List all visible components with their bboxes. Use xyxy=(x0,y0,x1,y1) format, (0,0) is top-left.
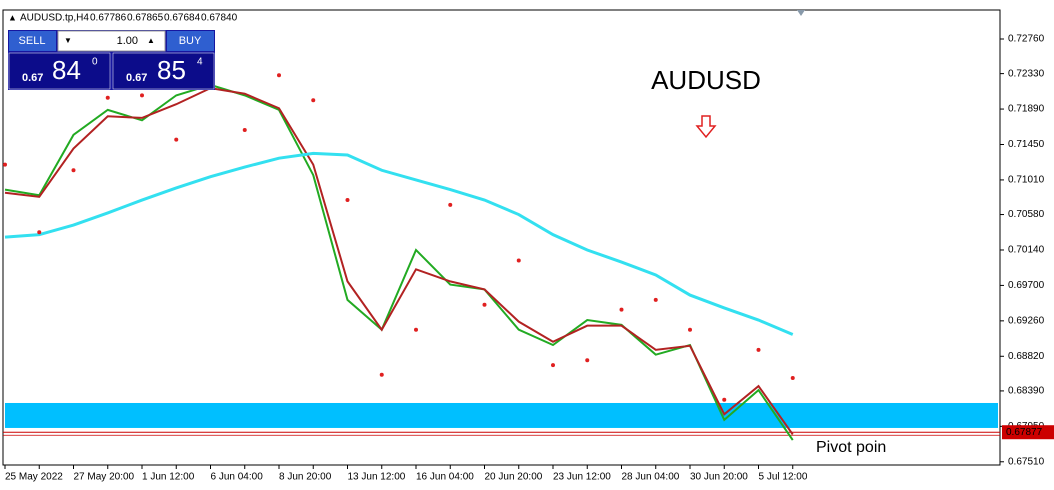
down-arrow xyxy=(695,115,717,139)
sar-dot xyxy=(242,127,247,132)
scroll-marker xyxy=(797,10,805,16)
sar-dot xyxy=(105,95,110,100)
trade-panel: SELL ▼ ▲ 1.00 BUY 0.67 84 0 0.67 85 4 xyxy=(8,30,215,90)
sar-dot xyxy=(790,376,795,381)
lot-down[interactable]: ▼ xyxy=(64,36,72,45)
x-tick-label: 27 May 20:00 xyxy=(74,472,135,483)
sar-dot xyxy=(448,202,453,207)
chart-title: AUDUSD xyxy=(651,65,761,95)
y-tick-label: 0.71450 xyxy=(1008,139,1045,150)
sar-dot xyxy=(71,168,76,173)
lot-value: 1.00 xyxy=(117,35,138,47)
y-tick-label: 0.70580 xyxy=(1008,209,1045,220)
symbol: AUDUSD.tp,H4 xyxy=(20,13,89,24)
sar-dot xyxy=(722,397,727,402)
price-label: 0.67877 xyxy=(1006,427,1043,438)
series-line xyxy=(4,87,794,435)
y-tick-label: 0.71010 xyxy=(1008,175,1045,186)
bid-prefix: 0.67 xyxy=(22,72,43,84)
x-tick-label: 30 Jun 20:00 xyxy=(690,472,748,483)
y-tick-label: 0.67510 xyxy=(1008,456,1045,467)
sar-dot xyxy=(414,327,418,332)
sar-dot xyxy=(345,198,350,203)
sell-label: SELL xyxy=(19,35,46,47)
x-tick-label: 5 Jul 12:00 xyxy=(759,472,808,483)
series-line xyxy=(4,151,794,336)
sar-dot xyxy=(174,137,179,142)
sar-dot xyxy=(482,302,487,307)
x-tick-label: 28 Jun 04:00 xyxy=(622,472,680,483)
x-tick-label: 13 Jun 12:00 xyxy=(348,472,406,483)
open: 0.67786 xyxy=(90,13,127,24)
x-tick-label: 8 Jun 20:00 xyxy=(279,472,332,483)
lot-up[interactable]: ▲ xyxy=(147,36,155,45)
sar-dot xyxy=(140,93,144,98)
x-tick-label: 16 Jun 04:00 xyxy=(416,472,474,483)
sar-dot xyxy=(277,73,281,78)
ask-big: 85 xyxy=(157,55,186,85)
sar-dot xyxy=(653,297,658,302)
sell-button[interactable] xyxy=(9,31,56,51)
y-tick-label: 0.69700 xyxy=(1008,280,1045,291)
buy-label: BUY xyxy=(179,35,202,47)
sar-dot xyxy=(37,230,42,235)
y-tick-label: 0.69260 xyxy=(1008,315,1045,326)
ask-sup: 4 xyxy=(197,57,203,68)
y-tick-label: 0.68820 xyxy=(1008,351,1045,362)
ask-prefix: 0.67 xyxy=(126,72,147,84)
sar-dot xyxy=(688,327,692,332)
y-tick-label: 0.72330 xyxy=(1008,68,1045,79)
bid-big: 84 xyxy=(52,55,81,85)
sar-dot xyxy=(585,358,590,363)
lot-field[interactable] xyxy=(57,30,166,52)
x-tick-label: 20 Jun 20:00 xyxy=(485,472,543,483)
collapse-icon[interactable]: ▲ xyxy=(8,12,17,22)
sar-dot xyxy=(311,98,316,103)
sar-dot xyxy=(379,372,384,377)
sar-dot xyxy=(3,162,7,167)
sar-dot xyxy=(619,307,624,312)
x-tick-label: 6 Jun 04:00 xyxy=(211,472,264,483)
sar-dot xyxy=(516,258,521,263)
price-label-bg xyxy=(1002,425,1054,440)
sar-dot xyxy=(756,347,761,352)
high: 0.67865 xyxy=(127,13,164,24)
zone xyxy=(5,402,998,428)
y-tick-label: 0.72760 xyxy=(1008,34,1045,45)
annotation: Pivot poin xyxy=(816,439,886,456)
x-tick-label: 1 Jun 12:00 xyxy=(142,472,195,483)
low: 0.67684 xyxy=(164,13,201,24)
sar-dot xyxy=(551,363,555,368)
y-tick-label: 0.71890 xyxy=(1008,104,1045,115)
bid-box[interactable] xyxy=(8,52,111,90)
x-tick-label: 25 May 2022 xyxy=(5,472,63,483)
ask-box[interactable] xyxy=(112,52,215,90)
y-tick-label: 0.70140 xyxy=(1008,245,1045,256)
buy-button[interactable] xyxy=(167,31,214,51)
close: 0.67840 xyxy=(201,13,238,24)
y-tick-label: 0.68390 xyxy=(1008,386,1045,397)
bid-sup: 0 xyxy=(92,57,98,68)
plot-area xyxy=(3,48,1000,441)
x-tick-label: 23 Jun 12:00 xyxy=(553,472,611,483)
